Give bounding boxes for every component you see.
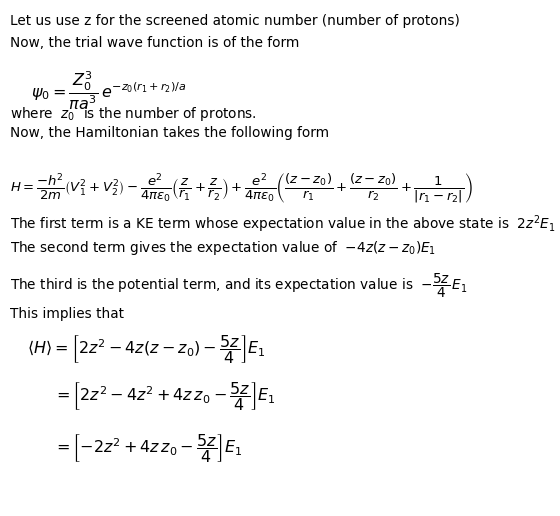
Text: Let us use z for the screened atomic number (number of protons): Let us use z for the screened atomic num… bbox=[10, 14, 460, 28]
Text: Now, the Hamiltonian takes the following form: Now, the Hamiltonian takes the following… bbox=[10, 126, 329, 140]
Text: The third is the potential term, and its expectation value is  $-\dfrac{5z}{4}\,: The third is the potential term, and its… bbox=[10, 271, 468, 300]
Text: Now, the trial wave function is of the form: Now, the trial wave function is of the f… bbox=[10, 36, 300, 50]
Text: $= \left[-2z^2 + 4z\,z_0 - \dfrac{5z}{4}\right] E_1$: $= \left[-2z^2 + 4z\,z_0 - \dfrac{5z}{4}… bbox=[53, 432, 242, 465]
Text: $\psi_0 = \dfrac{Z_0^3}{\pi a^3}\, e^{-z_0(r_1+r_2)/a}$: $\psi_0 = \dfrac{Z_0^3}{\pi a^3}\, e^{-z… bbox=[31, 69, 186, 112]
Text: where  $z_0$  is the number of protons.: where $z_0$ is the number of protons. bbox=[10, 105, 257, 123]
Text: This implies that: This implies that bbox=[10, 307, 124, 320]
Text: $\langle H\rangle = \left[2z^2 - 4z(z - z_0) - \dfrac{5z}{4}\right] E_1$: $\langle H\rangle = \left[2z^2 - 4z(z - … bbox=[27, 333, 265, 366]
Text: $H = \dfrac{-h^2}{2m}\left(V_1^2 + V_2^2\right) - \dfrac{e^2}{4\pi\varepsilon_0}: $H = \dfrac{-h^2}{2m}\left(V_1^2 + V_2^2… bbox=[10, 171, 473, 205]
Text: The second term gives the expectation value of  $-4z(z - z_0)E_1$: The second term gives the expectation va… bbox=[10, 239, 436, 257]
Text: The first term is a KE term whose expectation value in the above state is  $2z^2: The first term is a KE term whose expect… bbox=[10, 214, 556, 235]
Text: $= \left[2z^2 - 4z^2 + 4z\,z_0 - \dfrac{5z}{4}\right] E_1$: $= \left[2z^2 - 4z^2 + 4z\,z_0 - \dfrac{… bbox=[53, 380, 276, 413]
